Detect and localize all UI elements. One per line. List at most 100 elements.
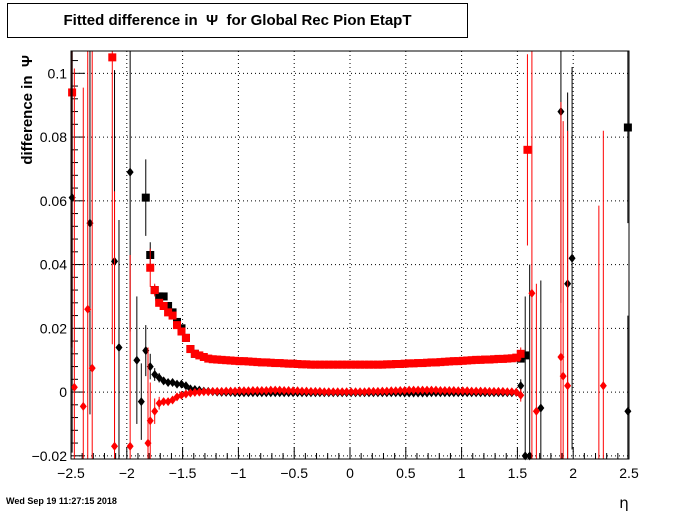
square-marker xyxy=(289,359,298,368)
x-tick-label: 0.5 xyxy=(396,465,416,481)
square-marker xyxy=(155,292,164,301)
square-marker xyxy=(173,321,182,330)
diamond-marker xyxy=(352,387,360,397)
diamond-marker xyxy=(285,385,293,395)
diamond-marker xyxy=(356,387,364,397)
diamond-marker xyxy=(387,386,395,396)
square-marker xyxy=(190,349,199,358)
square-marker xyxy=(347,360,356,369)
diamond-marker xyxy=(624,406,632,416)
diamond-marker xyxy=(329,387,337,397)
y-tick-label: 0.08 xyxy=(40,129,67,145)
diamond-marker xyxy=(258,385,266,395)
square-marker xyxy=(108,53,117,62)
diamond-marker xyxy=(182,389,190,399)
square-marker xyxy=(208,355,217,364)
x-axis-label: η xyxy=(619,494,629,512)
square-marker xyxy=(436,358,445,367)
square-marker xyxy=(298,360,307,369)
square-marker xyxy=(239,357,248,366)
square-marker xyxy=(476,355,485,364)
square-marker xyxy=(315,360,324,369)
diamond-marker xyxy=(231,386,239,396)
y-tick-label: 0 xyxy=(59,384,67,400)
diamond-marker xyxy=(427,385,435,395)
diamond-marker xyxy=(599,381,607,391)
square-marker xyxy=(302,360,311,369)
diamond-marker xyxy=(517,381,525,391)
grid-lines xyxy=(71,51,629,459)
diamond-marker xyxy=(173,379,181,389)
square-marker xyxy=(284,359,293,368)
diamond-marker xyxy=(568,253,576,263)
diamond-marker xyxy=(432,385,440,395)
square-marker xyxy=(244,357,253,366)
diamond-marker xyxy=(374,386,382,396)
diamond-marker xyxy=(450,385,458,395)
diamond-marker xyxy=(481,386,489,396)
square-marker xyxy=(387,360,396,369)
diamond-marker xyxy=(454,386,462,396)
square-marker xyxy=(204,354,213,363)
square-marker xyxy=(503,354,512,363)
x-tick-label: 0 xyxy=(346,465,354,481)
square-marker xyxy=(431,358,440,367)
diamond-marker xyxy=(111,441,119,451)
y-tick-label: 0.1 xyxy=(48,65,68,81)
diamond-marker xyxy=(195,387,203,397)
square-marker xyxy=(186,345,195,354)
diamond-marker xyxy=(236,386,244,396)
square-marker xyxy=(338,360,347,369)
square-marker xyxy=(320,360,329,369)
diamond-marker xyxy=(133,355,141,365)
square-marker xyxy=(306,360,315,369)
diamond-marker xyxy=(414,385,422,395)
diamond-marker xyxy=(521,451,529,461)
square-marker xyxy=(463,356,472,365)
diamond-marker xyxy=(209,386,217,396)
x-tick-label: −1.5 xyxy=(169,465,197,481)
square-marker xyxy=(449,357,458,366)
square-marker xyxy=(266,358,275,367)
diamond-marker xyxy=(222,386,230,396)
square-marker xyxy=(427,358,436,367)
square-marker xyxy=(409,359,418,368)
chart-title: Fitted difference in Ψ for Global Rec Pi… xyxy=(7,3,468,38)
square-marker xyxy=(360,360,369,369)
square-marker xyxy=(235,357,244,366)
x-tick-label: 2 xyxy=(569,465,577,481)
square-marker xyxy=(213,355,222,364)
diamond-marker xyxy=(463,386,471,396)
diamond-marker xyxy=(477,386,485,396)
diamond-marker xyxy=(528,288,536,298)
data-points xyxy=(68,51,632,461)
square-marker xyxy=(342,360,351,369)
square-marker xyxy=(623,123,632,132)
square-marker xyxy=(222,356,231,365)
diamond-marker xyxy=(70,382,78,392)
diamond-marker xyxy=(79,401,87,411)
square-marker xyxy=(458,356,467,365)
diamond-marker xyxy=(151,406,159,416)
diamond-marker xyxy=(347,387,355,397)
diamond-marker xyxy=(200,387,208,397)
square-marker xyxy=(467,356,476,365)
square-marker xyxy=(523,145,532,154)
diamond-marker xyxy=(126,167,134,177)
diamond-marker xyxy=(459,386,467,396)
square-marker xyxy=(275,359,284,368)
diamond-marker xyxy=(419,385,427,395)
square-marker xyxy=(494,354,503,363)
square-marker xyxy=(324,360,333,369)
diamond-marker xyxy=(191,387,199,397)
square-marker xyxy=(177,327,186,336)
diamond-marker xyxy=(423,385,431,395)
square-marker xyxy=(396,360,405,369)
diamond-marker xyxy=(343,387,351,397)
square-marker xyxy=(485,355,494,364)
diamond-marker xyxy=(137,397,145,407)
square-marker xyxy=(472,355,481,364)
square-marker xyxy=(351,360,360,369)
diamond-marker xyxy=(88,363,96,373)
square-marker xyxy=(146,263,155,272)
